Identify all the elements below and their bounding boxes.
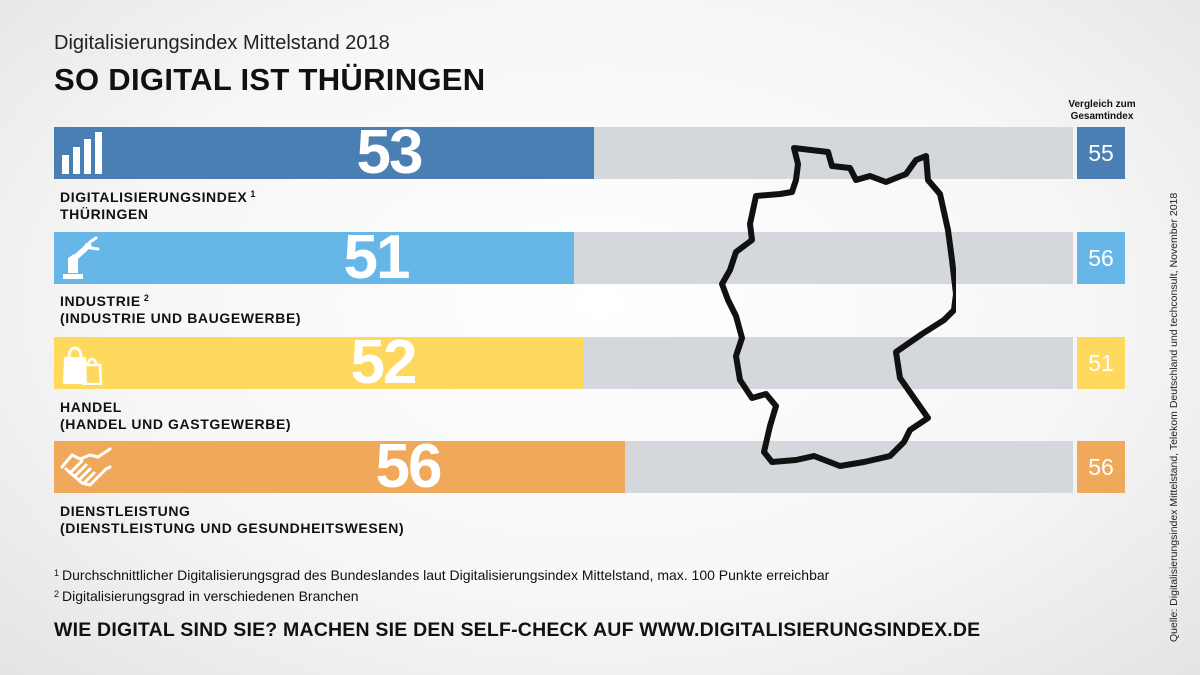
comparison-value: 56 (1077, 441, 1125, 493)
bar-value: 52 (350, 328, 418, 397)
bar-label-line2: (HANDEL UND GASTGEWERBE) (60, 416, 292, 432)
bar-label-line1: HANDEL (60, 399, 122, 415)
footnote-marker: 2 (143, 293, 150, 303)
call-to-action: WIE DIGITAL SIND SIE? MACHEN SIE DEN SEL… (54, 619, 981, 641)
bar-label-line1: DIGITALISIERUNGSINDEX (60, 189, 248, 205)
bar-label: DIENSTLEISTUNG (DIENSTLEISTUNG UND GESUN… (60, 500, 404, 537)
bar-row-digitalisierungsindex: 53 (54, 118, 1073, 187)
bar-label: HANDEL (HANDEL UND GASTGEWERBE) (60, 396, 291, 433)
bar-row-industrie: 51 (54, 223, 1073, 292)
comparison-heading-line1: Vergleich zum (1068, 99, 1136, 110)
bar-row-dienstleistung: 56 (54, 432, 1073, 501)
bar-chart-icon (62, 132, 102, 174)
bar-label-line2: (INDUSTRIE UND BAUGEWERBE) (60, 310, 302, 326)
footnote-marker: 2 (54, 589, 60, 599)
bar-label-line2: (DIENSTLEISTUNG UND GESUNDHEITSWESEN) (60, 520, 405, 536)
bar-label-line2: THÜRINGEN (60, 206, 149, 222)
bar-fill (54, 232, 574, 284)
comparison-value: 56 (1077, 232, 1125, 284)
handshake-icon (60, 447, 112, 487)
bar-fill (54, 337, 584, 389)
source-note: Quelle: Digitalisierungsindex Mittelstan… (1168, 192, 1180, 642)
germany-map-outline-icon (719, 145, 956, 469)
robot-arm-icon (63, 236, 100, 279)
footnote-marker: 1 (250, 189, 256, 199)
bar-label-line1: DIENSTLEISTUNG (60, 503, 191, 519)
bar-value: 53 (356, 118, 424, 187)
comparison-value: 55 (1077, 127, 1125, 179)
footnote-text: Digitalisierungsgrad in verschiedenen Br… (62, 588, 359, 604)
comparison-heading: Vergleich zum Gesamtindex (1060, 99, 1144, 123)
footnote-marker: 1 (54, 568, 60, 578)
chart-subtitle: Digitalisierungsindex Mittelstand 2018 (54, 32, 390, 54)
shopping-bags-icon (63, 346, 103, 385)
bar-value: 56 (375, 432, 443, 501)
bar-fill (54, 441, 625, 493)
bar-label: DIGITALISIERUNGSINDEX 1 THÜRINGEN (60, 186, 256, 223)
chart-title: SO DIGITAL IST THÜRINGEN (54, 62, 486, 97)
comparison-value: 51 (1077, 337, 1125, 389)
bar-label-line1: INDUSTRIE (60, 293, 141, 309)
footnote-text: Durchschnittlicher Digitalisierungsgrad … (62, 567, 830, 583)
comparison-heading-line2: Gesamtindex (1070, 111, 1134, 122)
bar-label: INDUSTRIE 2 (INDUSTRIE UND BAUGEWERBE) (60, 290, 301, 327)
footnote-2: 2 Digitalisierungsgrad in verschiedenen B… (54, 588, 359, 604)
footnote-1: 1 Durchschnittlicher Digitalisierungsgrad… (54, 567, 829, 583)
bar-fill (54, 127, 594, 179)
bar-value: 51 (343, 223, 411, 292)
